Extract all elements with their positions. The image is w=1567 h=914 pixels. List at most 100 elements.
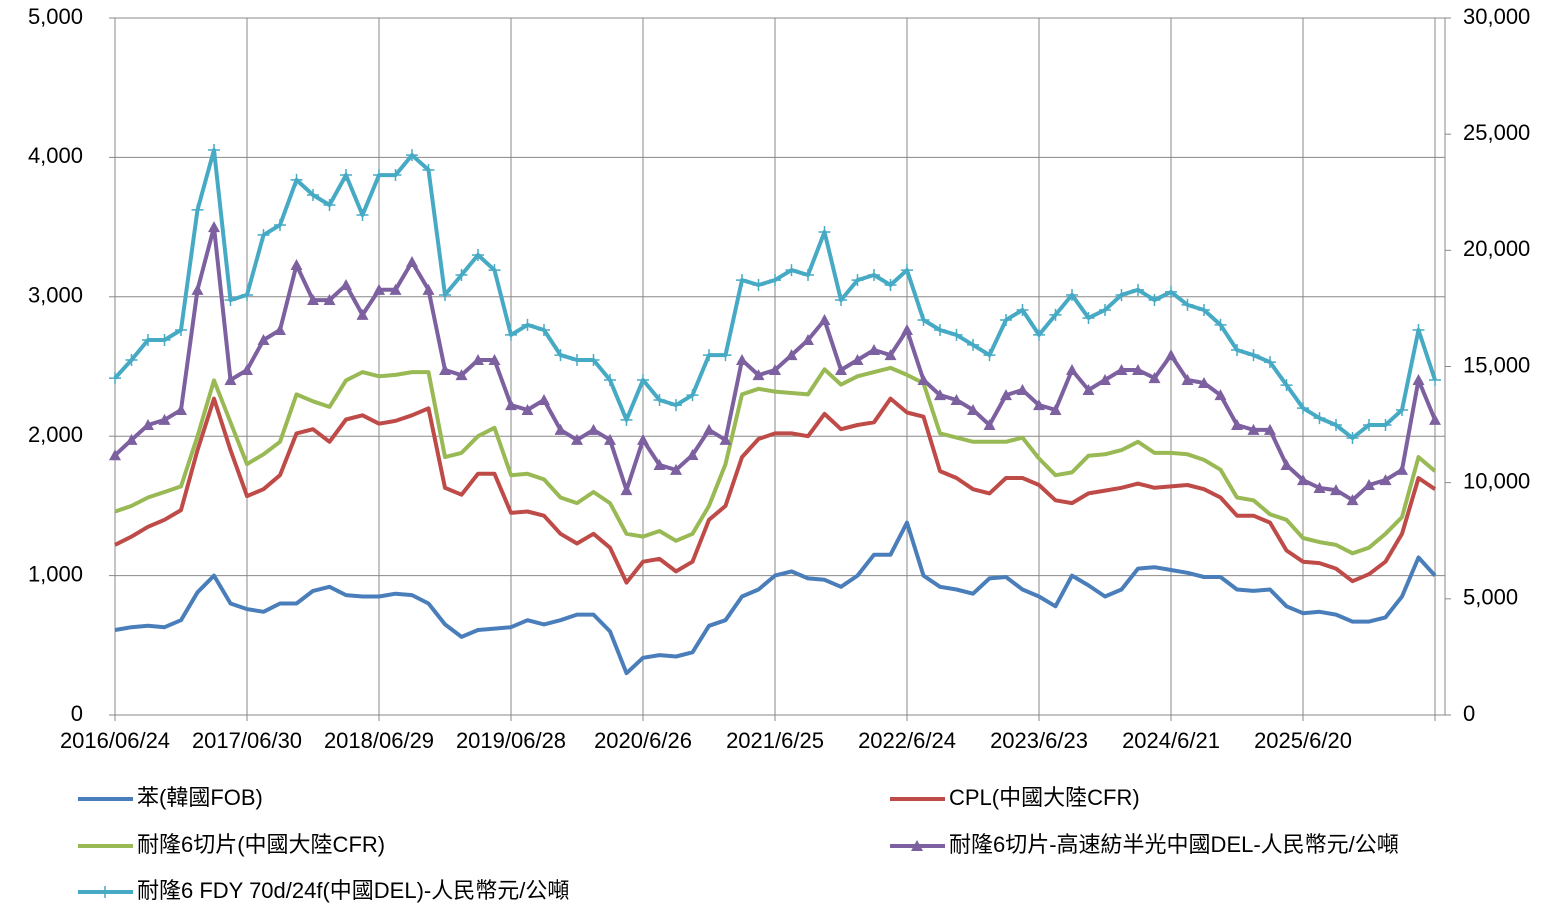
marker — [274, 219, 286, 232]
marker — [1330, 484, 1342, 496]
marker — [637, 433, 649, 445]
marker — [752, 369, 765, 381]
series-line — [114, 396, 1437, 585]
marker — [109, 372, 121, 385]
marker — [950, 393, 963, 405]
marker — [125, 433, 138, 445]
marker — [653, 393, 666, 406]
marker — [587, 353, 600, 366]
marker — [505, 328, 517, 341]
marker — [802, 268, 814, 281]
marker — [1049, 403, 1062, 415]
marker — [307, 294, 319, 306]
marker — [1165, 285, 1177, 298]
marker — [158, 334, 171, 347]
marker — [571, 353, 583, 366]
marker — [818, 314, 831, 326]
marker — [769, 363, 781, 375]
marker — [521, 318, 534, 331]
marker — [488, 353, 501, 365]
marker — [241, 288, 253, 301]
marker — [1429, 413, 1441, 425]
marker — [191, 283, 204, 295]
marker — [1033, 399, 1045, 411]
marker — [703, 349, 715, 362]
marker — [1231, 344, 1243, 357]
marker — [1165, 349, 1177, 361]
marker — [274, 324, 286, 336]
marker — [911, 840, 923, 851]
y-tick-label: 5,000 — [28, 4, 83, 29]
markers — [109, 221, 1441, 506]
marker — [1148, 372, 1161, 384]
marker — [917, 373, 930, 385]
marker — [455, 369, 468, 381]
marker — [587, 423, 600, 435]
marker — [389, 169, 402, 182]
marker — [505, 399, 517, 411]
marker — [736, 353, 748, 365]
marker — [109, 449, 121, 461]
marker — [1016, 304, 1029, 317]
marker — [208, 143, 220, 156]
legend-label: 耐隆6切片-高速紡半光中國DEL-人民幣元/公噸 — [949, 832, 1399, 857]
marker — [554, 349, 567, 362]
marker — [637, 373, 649, 386]
marker — [983, 349, 996, 362]
y-tick-label: 3,000 — [28, 283, 83, 308]
marker — [604, 433, 616, 445]
marker — [389, 283, 402, 295]
marker — [1231, 419, 1243, 431]
marker — [851, 274, 864, 287]
markers — [109, 143, 1441, 445]
marker — [1082, 311, 1095, 324]
marker — [439, 363, 451, 375]
marker — [917, 314, 930, 327]
marker — [1000, 389, 1012, 401]
marker — [175, 324, 187, 337]
x-tick-label: 2017/06/30 — [192, 728, 302, 753]
marker — [290, 258, 303, 270]
marker — [604, 373, 616, 386]
marker — [950, 328, 963, 341]
marker — [736, 274, 748, 287]
marker — [1066, 288, 1078, 301]
marker — [356, 308, 369, 320]
marker — [241, 363, 253, 375]
marker — [1099, 304, 1111, 317]
marker — [934, 324, 946, 337]
marker — [158, 413, 171, 425]
marker — [703, 423, 715, 435]
y2-tick-label: 5,000 — [1463, 585, 1518, 610]
marker — [1264, 423, 1276, 435]
marker — [1412, 324, 1425, 337]
marker — [1033, 328, 1045, 341]
marker — [686, 449, 699, 461]
marker — [835, 363, 847, 375]
marker — [125, 353, 138, 366]
marker — [1313, 412, 1326, 425]
x-tick-label: 2019/06/28 — [456, 728, 566, 753]
y-tick-label: 4,000 — [28, 143, 83, 168]
marker — [670, 399, 682, 412]
marker — [1280, 459, 1293, 471]
marker — [901, 324, 913, 336]
x-tick-label: 2021/6/25 — [726, 728, 824, 753]
marker — [769, 274, 781, 287]
marker — [1412, 373, 1425, 385]
marker — [1016, 383, 1029, 395]
marker — [802, 334, 814, 346]
marker — [323, 294, 336, 306]
marker — [538, 393, 550, 405]
marker — [472, 353, 484, 365]
marker — [340, 169, 352, 182]
marker — [356, 209, 369, 222]
marker — [1363, 419, 1375, 432]
x-tick-label: 2023/6/23 — [990, 728, 1088, 753]
marker — [340, 278, 352, 290]
marker — [1429, 373, 1441, 386]
marker — [868, 344, 880, 356]
marker — [554, 423, 567, 435]
marker — [1115, 288, 1128, 301]
